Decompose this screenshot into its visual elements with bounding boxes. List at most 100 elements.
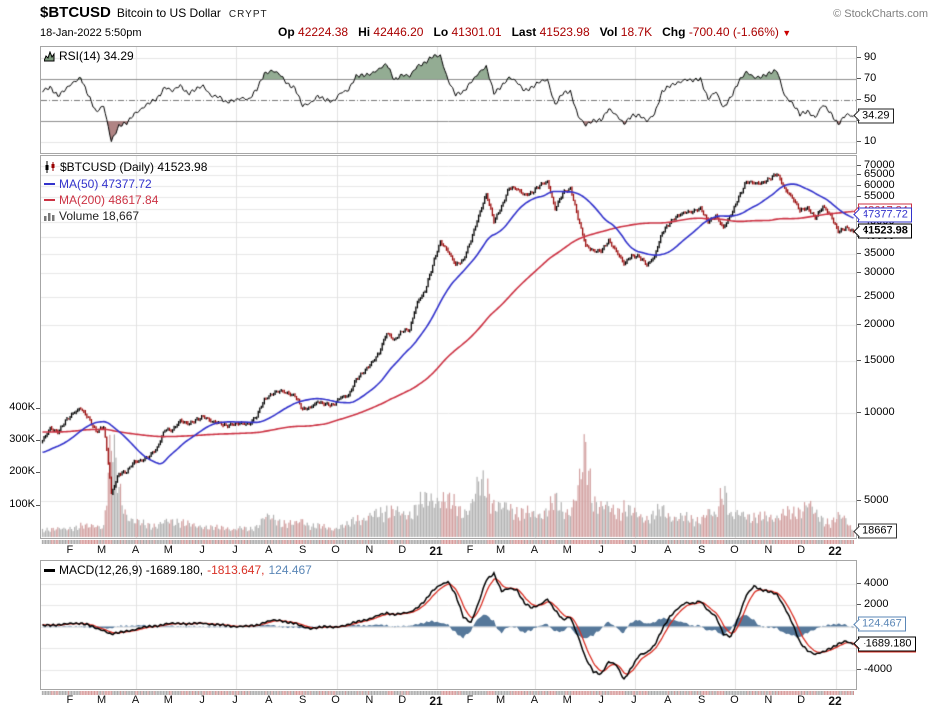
ma50-line-icon [44, 183, 55, 185]
month-label: F [466, 694, 474, 706]
quote-high-value: 42446.20 [373, 25, 424, 39]
quote-volume-value: 18.7K [620, 25, 653, 39]
axis-tick-label: 50 [864, 93, 877, 106]
month-label: S [299, 544, 307, 556]
axis-tick-label: 5000 [864, 493, 889, 506]
last-value-box: 47377.72 [858, 207, 912, 222]
month-label: O [730, 694, 739, 706]
macd-panel-canvas [40, 560, 857, 690]
quote-last-value: 41523.98 [539, 25, 590, 39]
axis-tick-mark [857, 165, 861, 166]
month-label: J [232, 694, 238, 706]
quote-change-value: -700.40 (-1.66%) [688, 25, 779, 39]
axis-tick-mark [36, 440, 40, 442]
quote-volume-label: Vol [599, 25, 618, 39]
month-label: S [697, 694, 706, 706]
quote-volume: Vol 18.7K [600, 25, 652, 39]
axis-tick-mark [857, 252, 861, 254]
symbol-name: Bitcoin to US Dollar [116, 6, 221, 20]
quote-open: Op 42224.38 [278, 25, 348, 39]
axis-tick-mark [36, 472, 40, 474]
volume-legend-label: Volume 18,667 [59, 209, 140, 223]
month-label: A [131, 694, 140, 706]
axis-tick-label: 15000 [864, 354, 895, 367]
quote-open-value: 42224.38 [298, 25, 349, 39]
quote-row: 18-Jan-2022 5:50pm Op 42224.38 Hi 42446.… [40, 25, 928, 39]
quote-open-label: Op [278, 25, 295, 39]
axis-tick-label: -4000 [864, 662, 893, 675]
month-label: D [797, 544, 806, 556]
month-label: 22 [828, 694, 842, 708]
axis-tick-mark [36, 504, 40, 506]
month-label: D [398, 544, 407, 556]
month-label: M [562, 544, 572, 556]
price-legend-main: $BTCUSD (Daily) 41523.98 [44, 160, 207, 174]
price-panel-canvas [40, 155, 857, 539]
quote-high: Hi 42446.20 [358, 25, 423, 39]
macd-signal-label: -1813.647, [207, 563, 265, 577]
axis-tick-label: 35000 [864, 246, 895, 259]
axis-tick-mark [857, 272, 861, 274]
month-label: F [66, 544, 74, 556]
axis-tick-label: 10000 [864, 405, 895, 418]
quote-high-label: Hi [358, 25, 371, 39]
month-label: N [365, 694, 374, 706]
axis-tick-mark [857, 57, 861, 59]
month-label: M [562, 694, 572, 706]
month-label: M [97, 544, 107, 556]
axis-tick-label: 100K [9, 497, 35, 510]
axis-tick-mark [857, 99, 861, 101]
month-label: O [730, 544, 739, 556]
axis-tick-mark [857, 195, 861, 197]
macd-legend-label: MACD(12,26,9) -1689.180, [59, 563, 204, 577]
month-label: D [398, 694, 407, 706]
month-label: A [131, 544, 140, 556]
month-label: N [764, 694, 773, 706]
month-label: 21 [429, 694, 443, 708]
last-value-box: 34.29 [858, 108, 894, 124]
month-label: F [466, 544, 474, 556]
quote-datetime: 18-Jan-2022 5:50pm [40, 27, 142, 39]
month-label: N [365, 544, 374, 556]
last-value-box: 124.467 [858, 616, 906, 632]
axis-tick-mark [857, 668, 861, 670]
month-label: S [697, 544, 706, 556]
month-label: J [598, 694, 604, 706]
axis-tick-label: 20000 [864, 317, 895, 330]
macd-hist-label: 124.467 [268, 563, 312, 577]
ma200-legend-label: MA(200) 48617.84 [59, 193, 159, 207]
quote-change-label: Chg [662, 25, 686, 39]
axis-tick-label: 400K [9, 400, 35, 413]
month-label: A [265, 544, 273, 556]
axis-tick-mark [857, 604, 861, 605]
axis-tick-mark [857, 411, 861, 413]
month-label: N [764, 544, 773, 556]
rsi-chart-icon [44, 50, 55, 61]
last-value-box: -1689.180 [858, 636, 916, 652]
quote-last: Last 41523.98 [512, 25, 590, 39]
price-axis-tick-strip [41, 540, 854, 544]
exchange-label: CRYPT [228, 9, 268, 20]
axis-tick-label: 2000 [864, 598, 889, 610]
quote-low-label: Lo [433, 25, 449, 39]
month-label: A [530, 694, 539, 706]
quote-change: Chg -700.40 (-1.66%) ▼ [662, 25, 791, 39]
axis-tick-mark [857, 499, 861, 501]
month-label: F [66, 694, 74, 706]
month-label: A [664, 694, 672, 706]
quote-low: Lo 41301.01 [433, 25, 501, 39]
month-label: J [631, 544, 637, 556]
rsi-legend: RSI(14) 34.29 [44, 49, 134, 63]
month-label: S [299, 694, 307, 706]
volume-legend: Volume 18,667 [44, 209, 139, 223]
month-label: M [97, 694, 107, 706]
month-label: O [331, 694, 340, 706]
ma200-line-icon [44, 199, 55, 201]
price-legend-label: $BTCUSD (Daily) 41523.98 [60, 160, 208, 174]
candlestick-icon [45, 161, 55, 173]
quote-last-label: Last [511, 25, 537, 39]
month-label: J [199, 544, 205, 556]
axis-tick-label: 200K [9, 465, 35, 478]
change-down-arrow-icon[interactable]: ▼ [782, 28, 792, 38]
